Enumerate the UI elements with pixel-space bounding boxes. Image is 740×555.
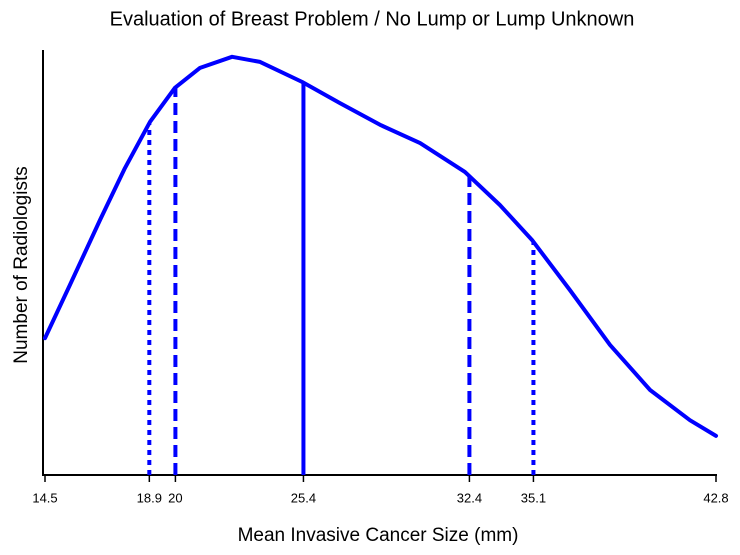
x-axis-label: Mean Invasive Cancer Size (mm) [238, 525, 519, 546]
x-tick-label: 18.9 [137, 490, 162, 505]
x-tick-label: 32.4 [457, 490, 482, 505]
density-curve [43, 54, 718, 438]
y-axis-label: Number of Radiologists [11, 166, 32, 363]
chart-title: Evaluation of Breast Problem / No Lump o… [110, 8, 635, 30]
x-tick-label: 25.4 [291, 490, 316, 505]
x-tick-label: 14.5 [32, 490, 57, 505]
x-tick-label: 20 [168, 490, 182, 505]
x-tick-label: 35.1 [521, 490, 546, 505]
x-tick-label: 42.8 [703, 490, 728, 505]
